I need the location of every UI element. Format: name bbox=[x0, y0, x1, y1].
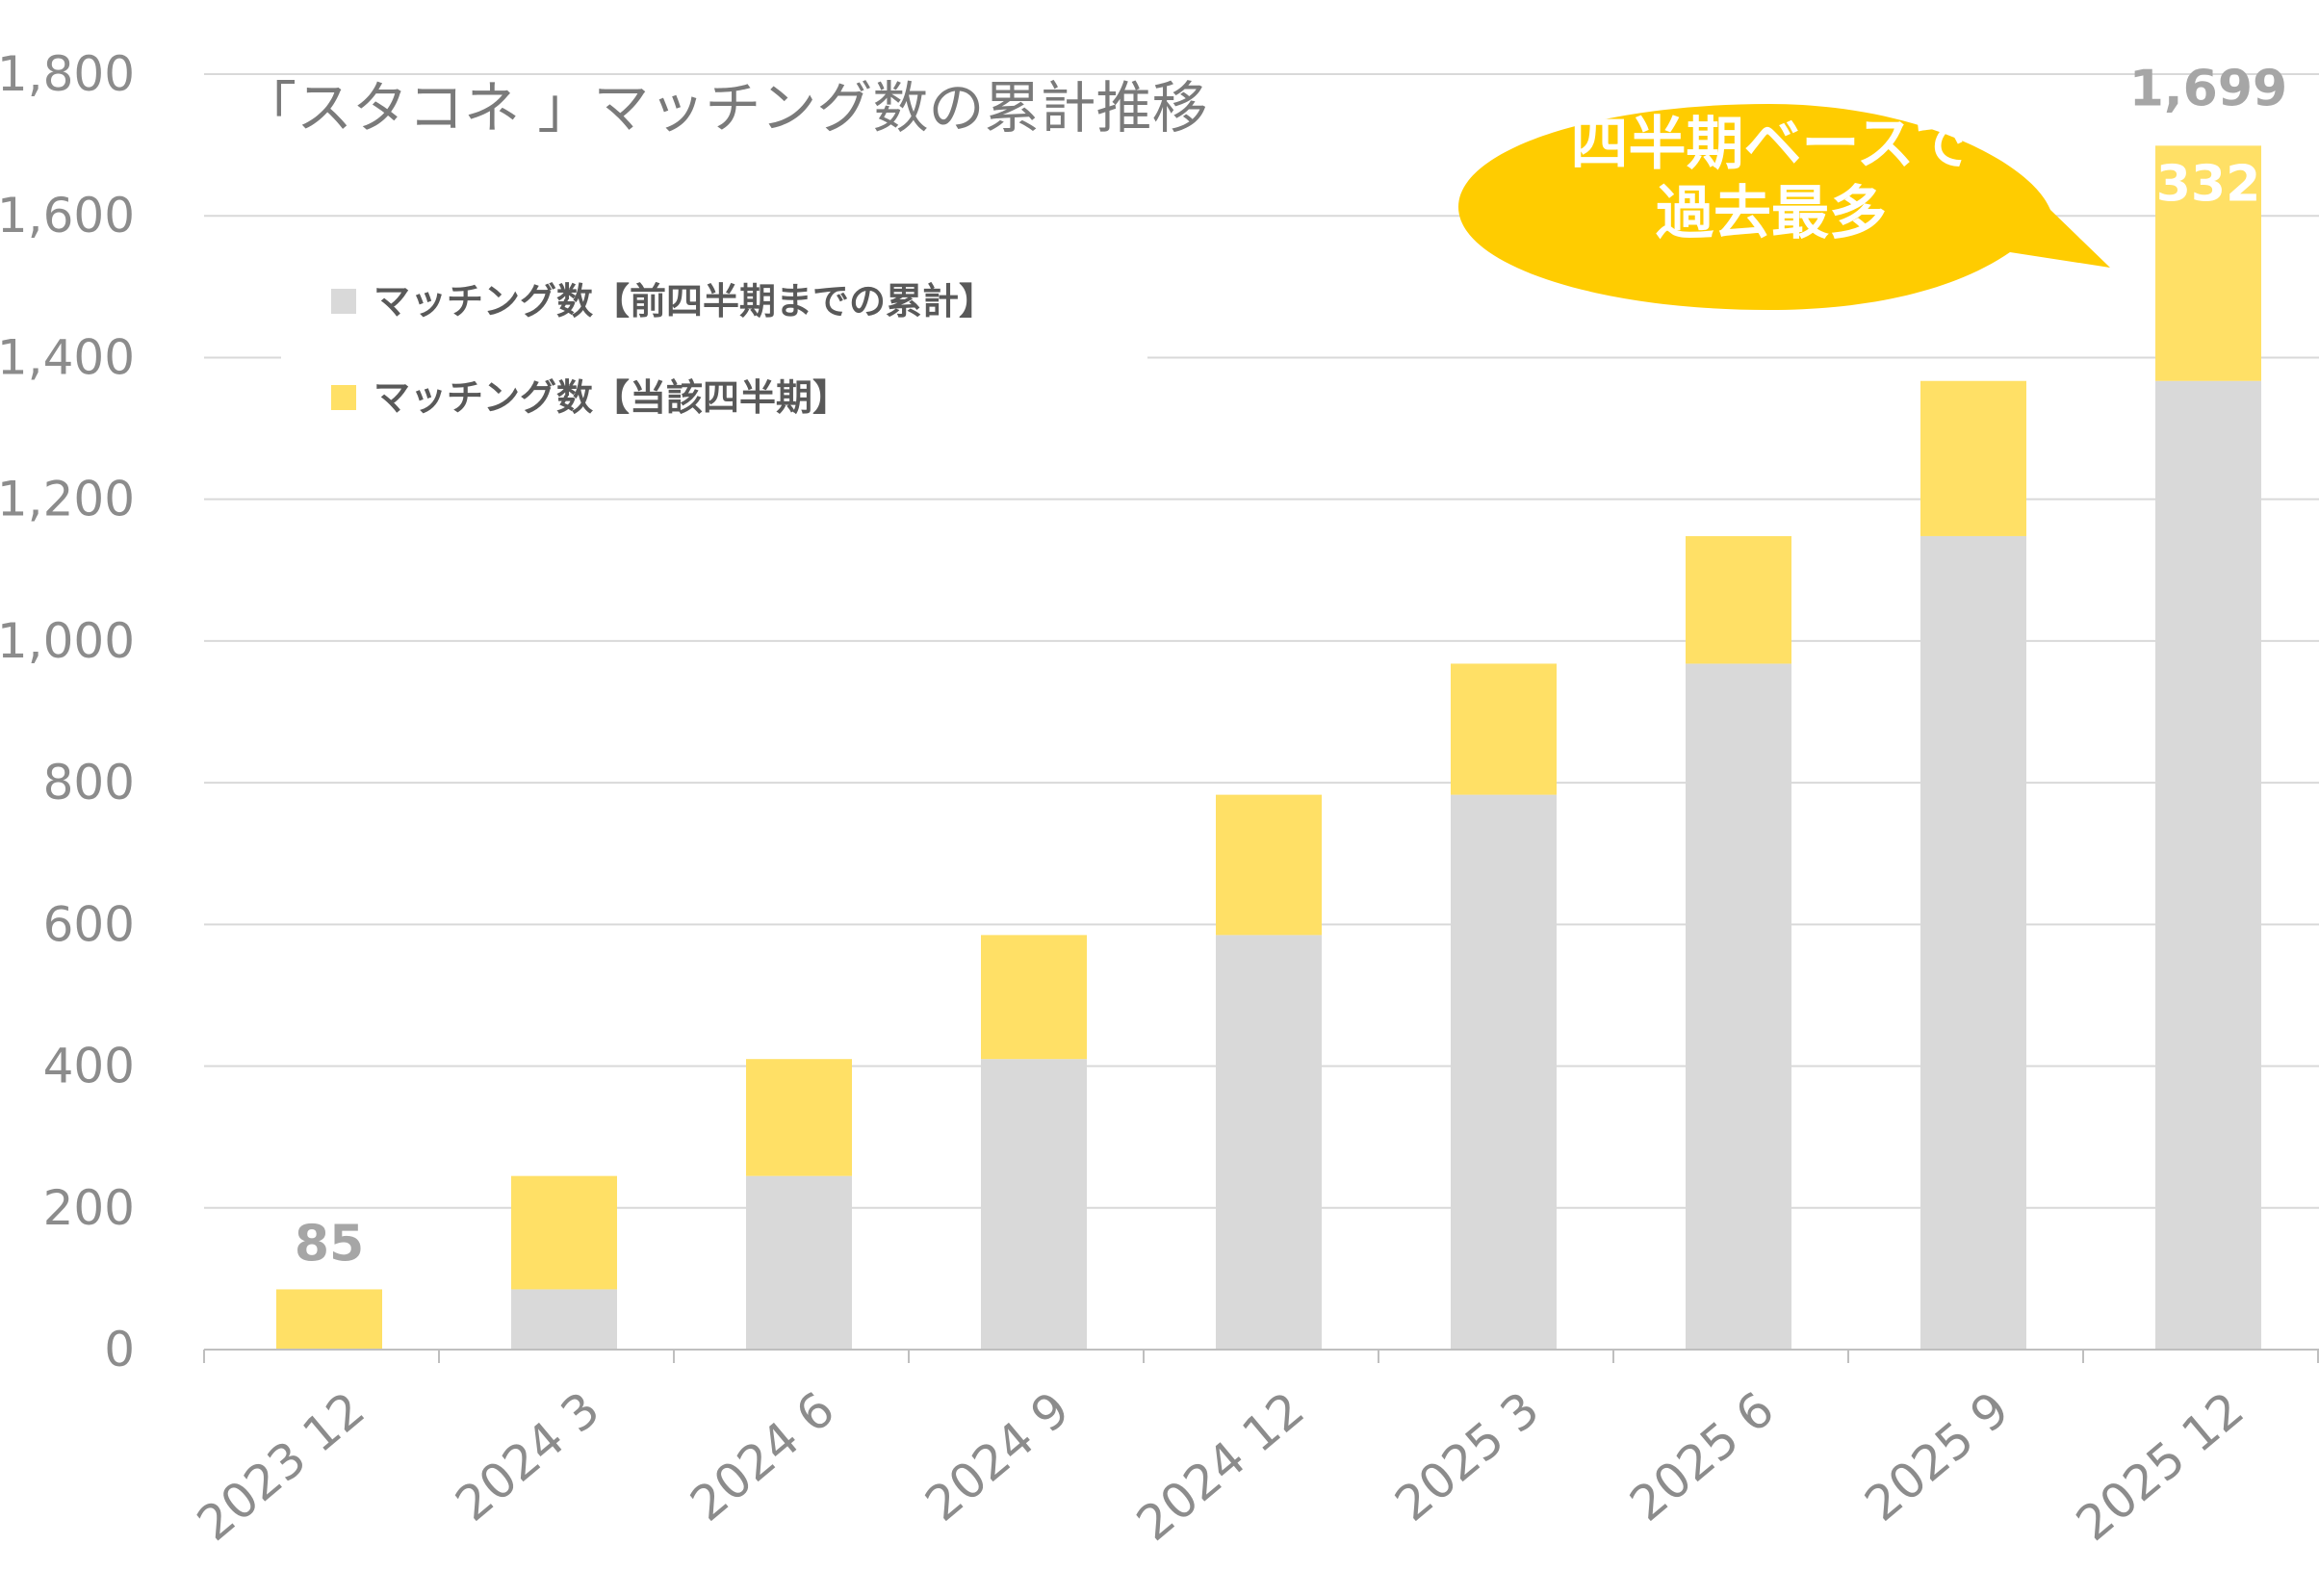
x-tick-label: 2024 12 bbox=[1126, 1381, 1315, 1552]
x-tick-label: 2023 12 bbox=[187, 1381, 375, 1552]
legend-background bbox=[281, 252, 1147, 445]
y-tick-label: 400 bbox=[43, 1039, 135, 1094]
bar-quarterly bbox=[1451, 663, 1557, 795]
bar-quarterly bbox=[2155, 145, 2261, 381]
bar-cumulative bbox=[1686, 663, 1791, 1350]
y-tick-label: 1,800 bbox=[0, 46, 135, 102]
y-axis: 0 200 400 600 800 1,000 1,200 1,400 1,600 1,800 bbox=[0, 46, 135, 1377]
bar-quarterly bbox=[981, 935, 1087, 1060]
bar-cumulative bbox=[511, 1289, 617, 1350]
bar-quarterly bbox=[276, 1289, 382, 1350]
bar-quarterly bbox=[1216, 794, 1322, 936]
legend-swatch-cumulative bbox=[331, 289, 356, 314]
bar-quarterly bbox=[511, 1175, 617, 1290]
chart-title: 「スタコネ 」マッチング数の累計推移 bbox=[241, 75, 1207, 141]
y-tick-label: 200 bbox=[43, 1180, 135, 1236]
y-tick-label: 1,000 bbox=[0, 613, 135, 669]
data-label-last-increment: 332 bbox=[2156, 156, 2261, 214]
x-tick-label: 2024 9 bbox=[915, 1381, 1079, 1532]
bar-cumulative bbox=[746, 1175, 852, 1350]
x-tick-label: 2025 12 bbox=[2066, 1381, 2255, 1552]
legend: マッチング数【前四半期までの累計】 マッチング数【当該四半期】 bbox=[331, 280, 995, 419]
legend-label-quarterly: マッチング数【当該四半期】 bbox=[374, 376, 849, 419]
y-tick-label: 800 bbox=[43, 755, 135, 811]
y-tick-label: 0 bbox=[104, 1322, 135, 1377]
x-tick-label: 2024 3 bbox=[445, 1381, 609, 1532]
x-tick-label: 2025 9 bbox=[1854, 1381, 2019, 1532]
bar-quarterly bbox=[1686, 535, 1791, 664]
legend-swatch-quarterly bbox=[331, 385, 356, 410]
callout-line-1: 四半期ベースで bbox=[1571, 111, 1972, 178]
bar-cumulative bbox=[981, 1059, 1087, 1350]
legend-label-cumulative: マッチング数【前四半期までの累計】 bbox=[374, 280, 995, 322]
bar-cumulative bbox=[2155, 380, 2261, 1351]
callout-bubble: 四半期ベースで 過去最多 bbox=[1458, 104, 2110, 310]
x-tick-label: 2025 6 bbox=[1619, 1381, 1784, 1532]
bar-cumulative bbox=[1920, 535, 2026, 1350]
data-label-last-total: 1,699 bbox=[2129, 60, 2287, 117]
y-tick-label: 1,400 bbox=[0, 329, 135, 385]
bar-cumulative bbox=[1216, 935, 1322, 1350]
bar-cumulative bbox=[1451, 794, 1557, 1350]
x-axis: 2023 12 2024 3 2024 6 2024 9 2024 12 2025 3 20… bbox=[187, 1349, 2319, 1552]
bar-quarterly bbox=[1920, 380, 2026, 536]
y-tick-label: 600 bbox=[43, 896, 135, 952]
x-tick-label: 2024 6 bbox=[680, 1381, 844, 1532]
x-tick-label: 2025 3 bbox=[1384, 1381, 1549, 1532]
bars bbox=[276, 145, 2261, 1351]
y-tick-label: 1,200 bbox=[0, 472, 135, 528]
callout-line-2: 過去最多 bbox=[1656, 180, 1887, 247]
data-label-first-total: 85 bbox=[295, 1215, 364, 1273]
callout-shape bbox=[1458, 104, 2110, 310]
y-tick-label: 1,600 bbox=[0, 188, 135, 244]
bar-quarterly bbox=[746, 1059, 852, 1176]
